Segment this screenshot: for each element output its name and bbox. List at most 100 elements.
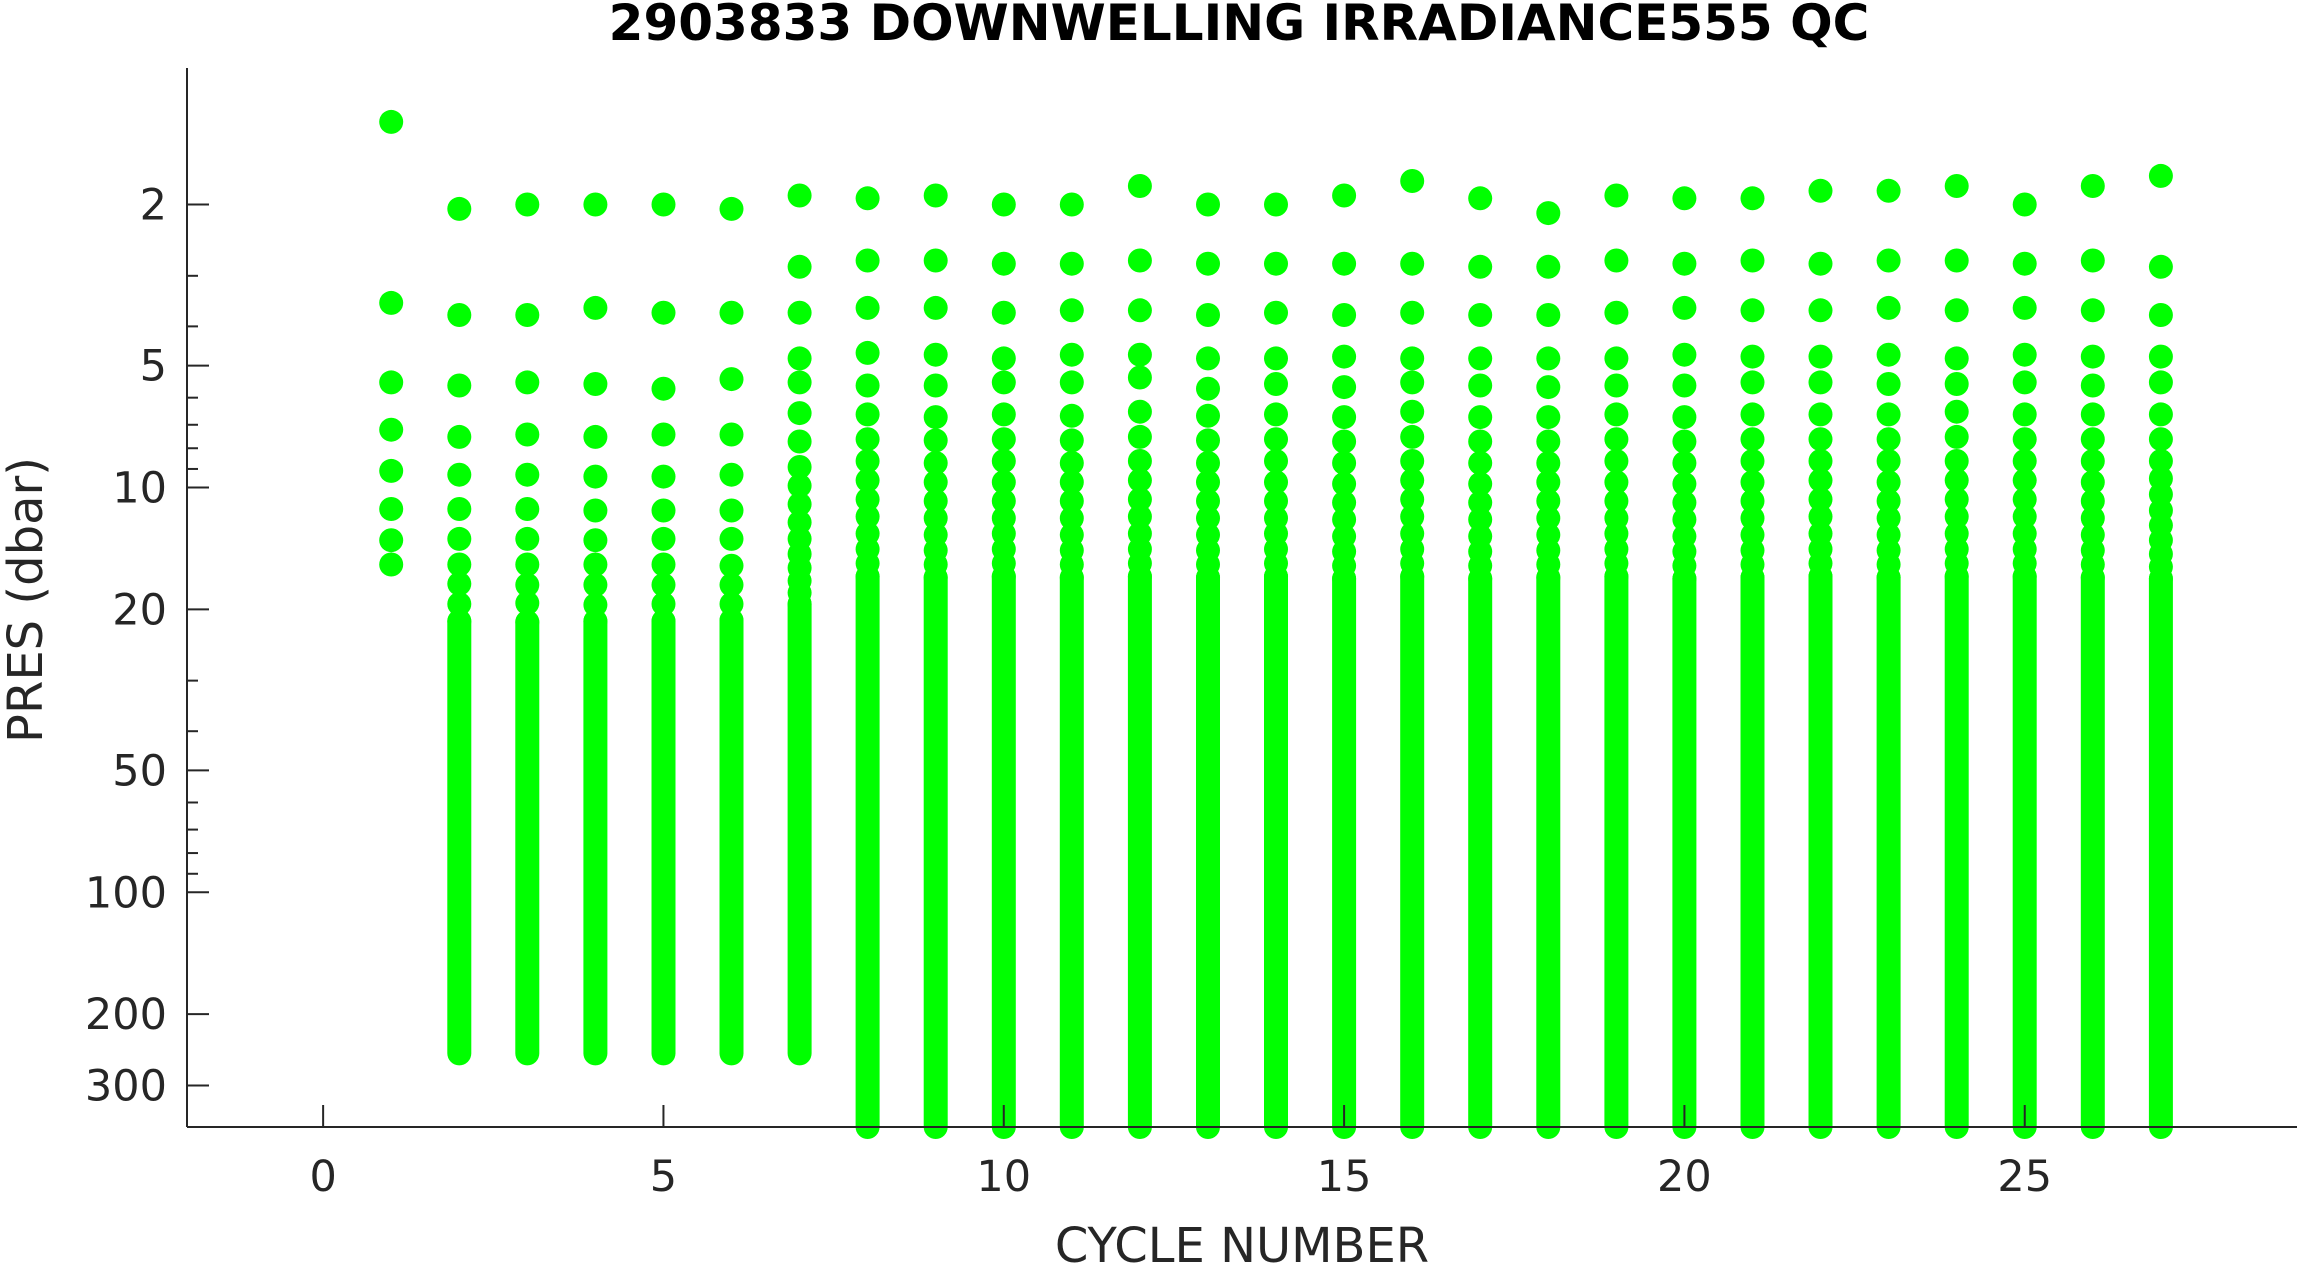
data-point xyxy=(1264,427,1288,452)
data-point xyxy=(1740,248,1765,273)
data-point xyxy=(1944,174,1969,198)
data-point xyxy=(1332,375,1357,400)
data-point xyxy=(583,372,608,396)
data-point xyxy=(1672,429,1697,454)
data-point xyxy=(2080,298,2105,323)
y-tick-label: 10 xyxy=(112,463,167,513)
data-point xyxy=(1468,346,1493,371)
data-point xyxy=(2148,163,2173,188)
data-point xyxy=(1264,470,1288,495)
data-point xyxy=(923,248,948,273)
data-point xyxy=(1059,470,1084,495)
profile-cycle-23 xyxy=(1876,178,1901,1139)
profile-cycle-27 xyxy=(2148,163,2173,1139)
dense-point-column xyxy=(1672,566,1697,1139)
data-point xyxy=(719,462,744,487)
data-point xyxy=(991,370,1016,395)
data-point xyxy=(923,470,948,495)
data-point xyxy=(1944,248,1969,273)
data-point xyxy=(1332,429,1357,454)
data-point xyxy=(1740,344,1765,369)
x-tick-label: 25 xyxy=(1997,1152,2052,1202)
data-point xyxy=(1127,504,1152,529)
chart-title: 2903833 DOWNWELLING IRRADIANCE555 QC xyxy=(609,0,1870,52)
data-point xyxy=(447,373,472,398)
data-point xyxy=(991,251,1016,276)
data-point xyxy=(1672,342,1697,367)
dense-point-column xyxy=(447,609,472,1066)
y-tick-label: 5 xyxy=(140,342,167,392)
profile-cycle-9 xyxy=(923,183,948,1139)
data-point xyxy=(1059,192,1084,217)
data-point xyxy=(991,449,1016,473)
data-point xyxy=(991,300,1016,325)
data-point xyxy=(855,295,880,320)
data-point xyxy=(1944,504,1969,529)
data-point xyxy=(2080,248,2105,273)
data-point xyxy=(923,506,948,531)
data-point xyxy=(2148,370,2173,395)
data-point xyxy=(2012,504,2037,529)
data-point xyxy=(1196,470,1220,495)
dense-point-column xyxy=(1536,565,1561,1139)
data-point xyxy=(855,402,880,427)
data-point xyxy=(991,402,1016,427)
data-point xyxy=(1876,248,1901,273)
profile-cycle-1 xyxy=(379,109,404,577)
y-axis-label: PRES (dbar) xyxy=(0,457,54,743)
profile-cycle-16 xyxy=(1400,169,1425,1139)
data-point xyxy=(447,526,472,551)
data-point xyxy=(447,592,472,616)
profile-cycle-15 xyxy=(1332,183,1357,1139)
data-point xyxy=(1264,300,1288,325)
data-point xyxy=(651,526,676,551)
data-point xyxy=(1876,470,1901,495)
data-point xyxy=(1740,298,1765,323)
data-point xyxy=(2080,449,2105,473)
data-point xyxy=(2080,489,2105,513)
data-point xyxy=(1332,303,1357,327)
x-tick-label: 0 xyxy=(309,1152,336,1202)
data-point xyxy=(991,346,1016,371)
data-point xyxy=(1808,298,1833,323)
data-point xyxy=(515,370,540,395)
data-point xyxy=(1059,370,1084,395)
data-point xyxy=(1536,303,1561,327)
data-point xyxy=(1740,427,1765,452)
data-point xyxy=(1876,372,1901,396)
x-ticks: 0 5 10 15 20 25 xyxy=(309,1105,2052,1202)
dense-point-column xyxy=(1127,564,1152,1139)
data-point xyxy=(855,487,880,512)
data-point xyxy=(1468,471,1493,496)
data-point xyxy=(583,295,608,320)
dense-point-column xyxy=(515,610,540,1066)
data-point xyxy=(583,572,608,597)
y-tick-label: 200 xyxy=(85,990,167,1040)
data-point xyxy=(991,427,1016,452)
data-point xyxy=(1876,342,1901,367)
data-point xyxy=(1944,399,1969,424)
dense-point-column xyxy=(1059,565,1084,1139)
y-tick-label: 50 xyxy=(112,746,167,796)
data-point xyxy=(1127,399,1152,424)
data-point xyxy=(1468,429,1493,454)
data-point xyxy=(583,552,608,577)
data-point xyxy=(1400,504,1425,529)
data-point xyxy=(1400,449,1425,473)
dense-point-column xyxy=(1604,564,1629,1139)
data-point xyxy=(719,572,744,597)
data-point xyxy=(1536,429,1561,454)
data-point xyxy=(1876,449,1901,473)
profile-cycle-24 xyxy=(1944,174,1969,1139)
data-point xyxy=(1808,370,1833,395)
data-point xyxy=(2148,402,2173,427)
data-point xyxy=(1672,451,1697,475)
data-point xyxy=(447,424,472,449)
data-point xyxy=(991,192,1016,217)
data-point xyxy=(2012,487,2037,512)
data-point xyxy=(923,405,948,430)
data-point xyxy=(855,186,880,211)
data-point xyxy=(1808,468,1833,493)
data-point xyxy=(1332,471,1357,496)
data-point xyxy=(2080,344,2105,369)
